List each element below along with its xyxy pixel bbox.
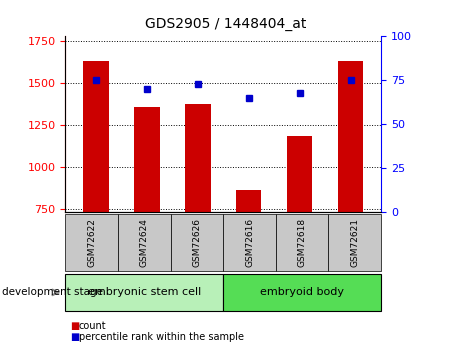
Text: GSM72622: GSM72622 <box>87 218 96 267</box>
Bar <box>287 136 313 212</box>
Text: GSM72618: GSM72618 <box>298 218 307 267</box>
Text: GSM72624: GSM72624 <box>140 218 149 267</box>
Text: GSM72621: GSM72621 <box>350 218 359 267</box>
Bar <box>134 107 160 212</box>
Bar <box>338 60 363 212</box>
Text: embryonic stem cell: embryonic stem cell <box>87 287 201 297</box>
Text: GDS2905 / 1448404_at: GDS2905 / 1448404_at <box>145 17 306 31</box>
Text: development stage: development stage <box>2 287 103 297</box>
Text: ■: ■ <box>70 333 79 342</box>
Text: count: count <box>79 321 106 331</box>
Text: ■: ■ <box>70 321 79 331</box>
Bar <box>185 104 211 212</box>
Text: embryoid body: embryoid body <box>260 287 344 297</box>
Text: percentile rank within the sample: percentile rank within the sample <box>79 333 244 342</box>
Bar <box>236 189 262 212</box>
Text: GSM72616: GSM72616 <box>245 218 254 267</box>
Bar <box>83 60 109 212</box>
Text: GSM72626: GSM72626 <box>193 218 202 267</box>
